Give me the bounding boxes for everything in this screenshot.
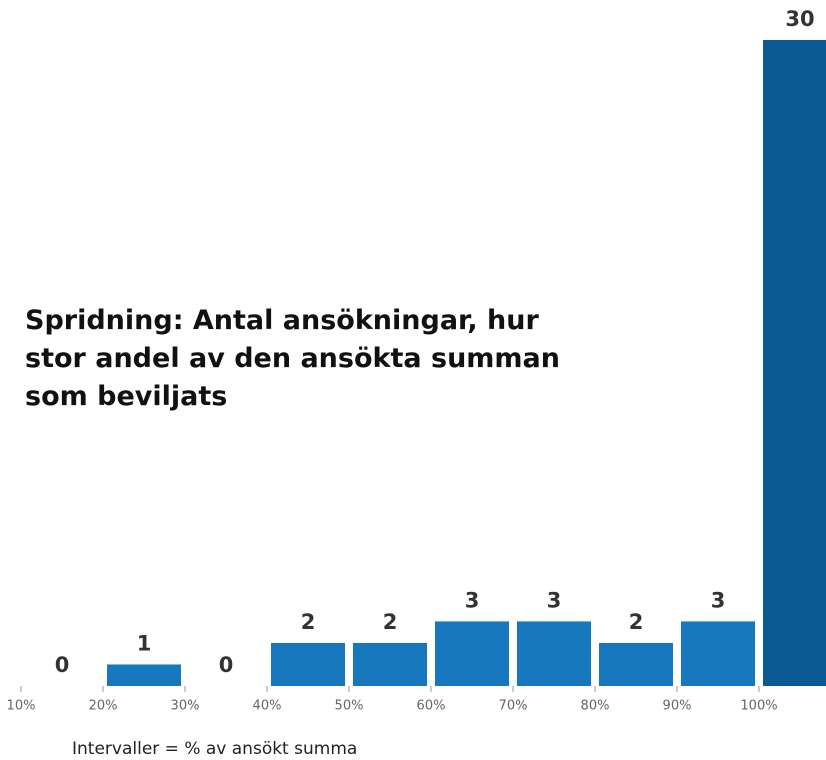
x-tick-label: 60% [417, 699, 446, 714]
x-tick-label: 10% [7, 699, 36, 714]
value-label: 2 [629, 610, 644, 634]
x-tick-label: 90% [663, 699, 692, 714]
x-axis-label: Intervaller = % av ansökt summa [72, 739, 357, 759]
bar [107, 664, 181, 686]
bar [763, 40, 826, 686]
value-label: 2 [301, 610, 316, 634]
x-tick-label: 30% [171, 699, 200, 714]
bar [435, 621, 509, 686]
bar [681, 621, 755, 686]
x-tick-label: 100% [740, 699, 777, 714]
value-label: 1 [137, 631, 152, 655]
value-label: 2 [383, 610, 398, 634]
x-tick-label: 50% [335, 699, 364, 714]
x-tick-label: 40% [253, 699, 282, 714]
value-label: 0 [55, 653, 70, 677]
x-tick-label: 80% [581, 699, 610, 714]
value-label: 0 [219, 653, 234, 677]
value-label: 30 [785, 7, 814, 31]
x-tick-label: 20% [89, 699, 118, 714]
value-label: 3 [547, 588, 562, 612]
x-tick-label: 70% [499, 699, 528, 714]
bar [599, 642, 673, 686]
bar [517, 621, 591, 686]
bar [353, 642, 427, 686]
chart-title: Spridning: Antal ansökningar, hur stor a… [25, 305, 561, 412]
value-label: 3 [465, 588, 480, 612]
bar [271, 642, 345, 686]
value-label: 3 [711, 588, 726, 612]
